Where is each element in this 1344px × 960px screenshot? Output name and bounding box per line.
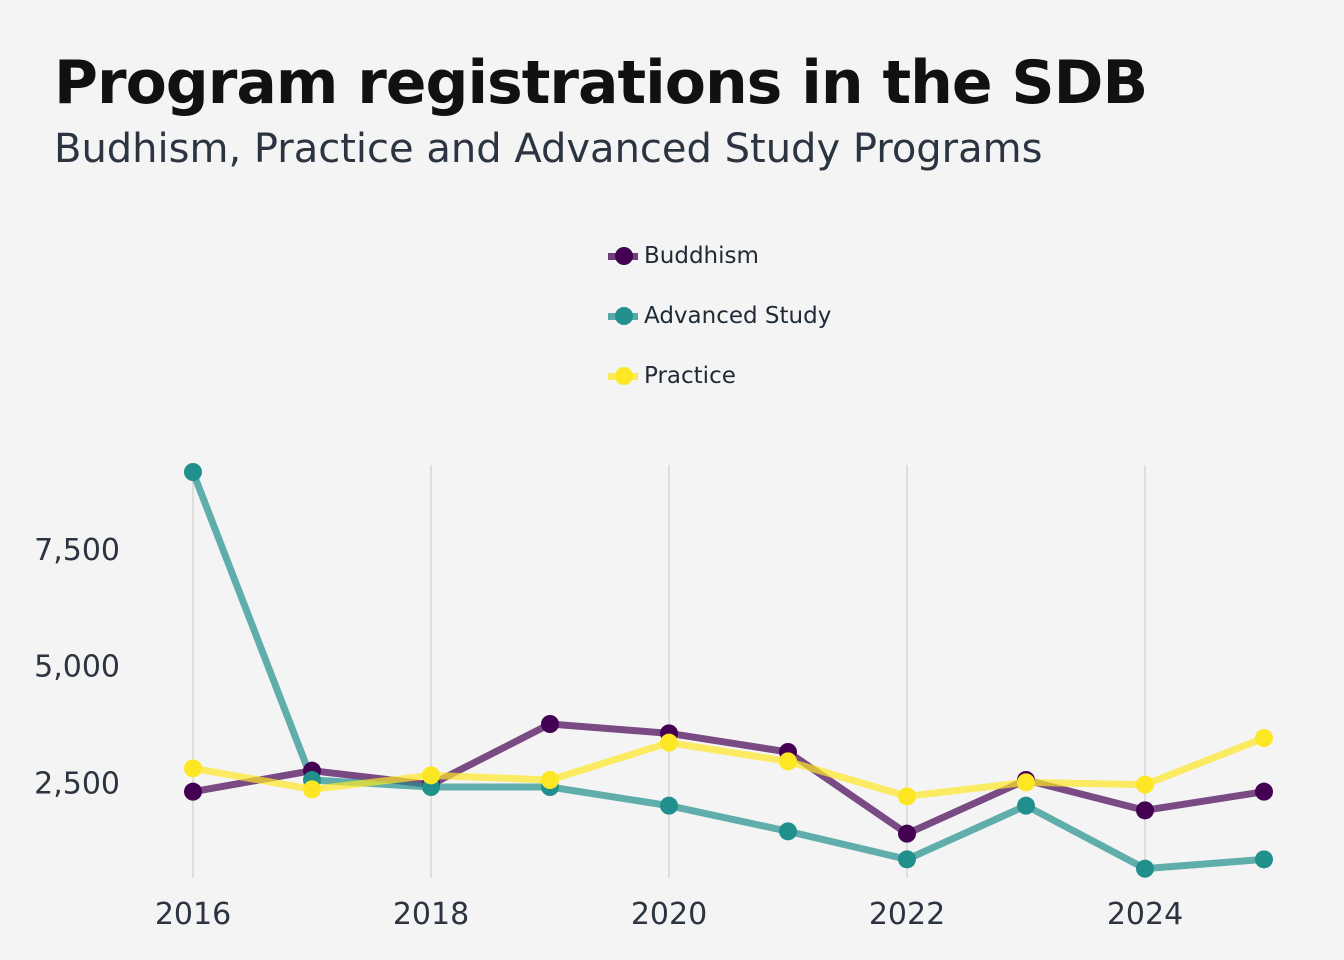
x-tick-label: 2018 bbox=[393, 897, 469, 932]
legend-swatch bbox=[608, 360, 642, 392]
series-line-advanced-study bbox=[189, 468, 1268, 873]
data-point-practice bbox=[779, 752, 797, 771]
series-lines bbox=[189, 468, 1268, 873]
series-points bbox=[184, 463, 1273, 878]
legend-label: Practice bbox=[644, 363, 736, 389]
series-line-practice bbox=[189, 734, 1268, 800]
legend-swatch bbox=[608, 240, 642, 272]
data-point-practice bbox=[1017, 773, 1035, 792]
x-axis-ticks: 2016 2018 2020 2022 2024 bbox=[155, 897, 1183, 932]
data-point-advanced-study bbox=[184, 463, 202, 481]
legend-item: Advanced Study bbox=[608, 300, 831, 360]
x-tick-label: 2024 bbox=[1107, 897, 1183, 932]
data-point-buddhism bbox=[1255, 782, 1273, 801]
chart-subtitle: Budhism, Practice and Advanced Study Pro… bbox=[54, 126, 1043, 172]
legend-item: Practice bbox=[608, 360, 831, 420]
x-tick-label: 2022 bbox=[869, 897, 945, 932]
data-point-buddhism bbox=[898, 824, 916, 843]
data-point-advanced-study bbox=[898, 850, 916, 869]
data-point-practice bbox=[422, 766, 440, 785]
legend-swatch bbox=[608, 300, 642, 332]
y-tick-label: 2,500 bbox=[34, 766, 120, 801]
x-tick-label: 2020 bbox=[631, 897, 707, 932]
legend-label: Advanced Study bbox=[644, 303, 832, 329]
data-point-practice bbox=[184, 759, 202, 778]
legend-item: Buddhism bbox=[608, 240, 831, 300]
data-point-advanced-study bbox=[1255, 850, 1273, 869]
data-point-advanced-study bbox=[660, 796, 678, 815]
data-point-practice bbox=[898, 787, 916, 806]
y-axis-ticks: 2,500 5,000 7,500 bbox=[34, 533, 120, 801]
x-tick-label: 2016 bbox=[155, 897, 231, 932]
data-point-advanced-study bbox=[1017, 796, 1035, 815]
data-point-practice bbox=[1136, 775, 1154, 794]
data-point-practice bbox=[303, 780, 321, 799]
data-point-buddhism bbox=[1136, 801, 1154, 820]
chart-legend: Buddhism Advanced Study Practice bbox=[608, 240, 831, 420]
data-point-practice bbox=[541, 771, 559, 789]
data-point-buddhism bbox=[541, 715, 559, 733]
y-tick-label: 7,500 bbox=[34, 533, 120, 568]
data-point-practice bbox=[660, 733, 678, 752]
y-tick-label: 5,000 bbox=[34, 650, 120, 685]
data-point-buddhism bbox=[184, 782, 202, 801]
series-line-buddhism bbox=[189, 720, 1268, 838]
chart-title: Program registrations in the SDB bbox=[54, 48, 1148, 118]
data-point-practice bbox=[1255, 729, 1273, 747]
legend-label: Buddhism bbox=[644, 243, 759, 269]
data-point-advanced-study bbox=[1136, 859, 1154, 878]
data-point-advanced-study bbox=[779, 822, 797, 841]
